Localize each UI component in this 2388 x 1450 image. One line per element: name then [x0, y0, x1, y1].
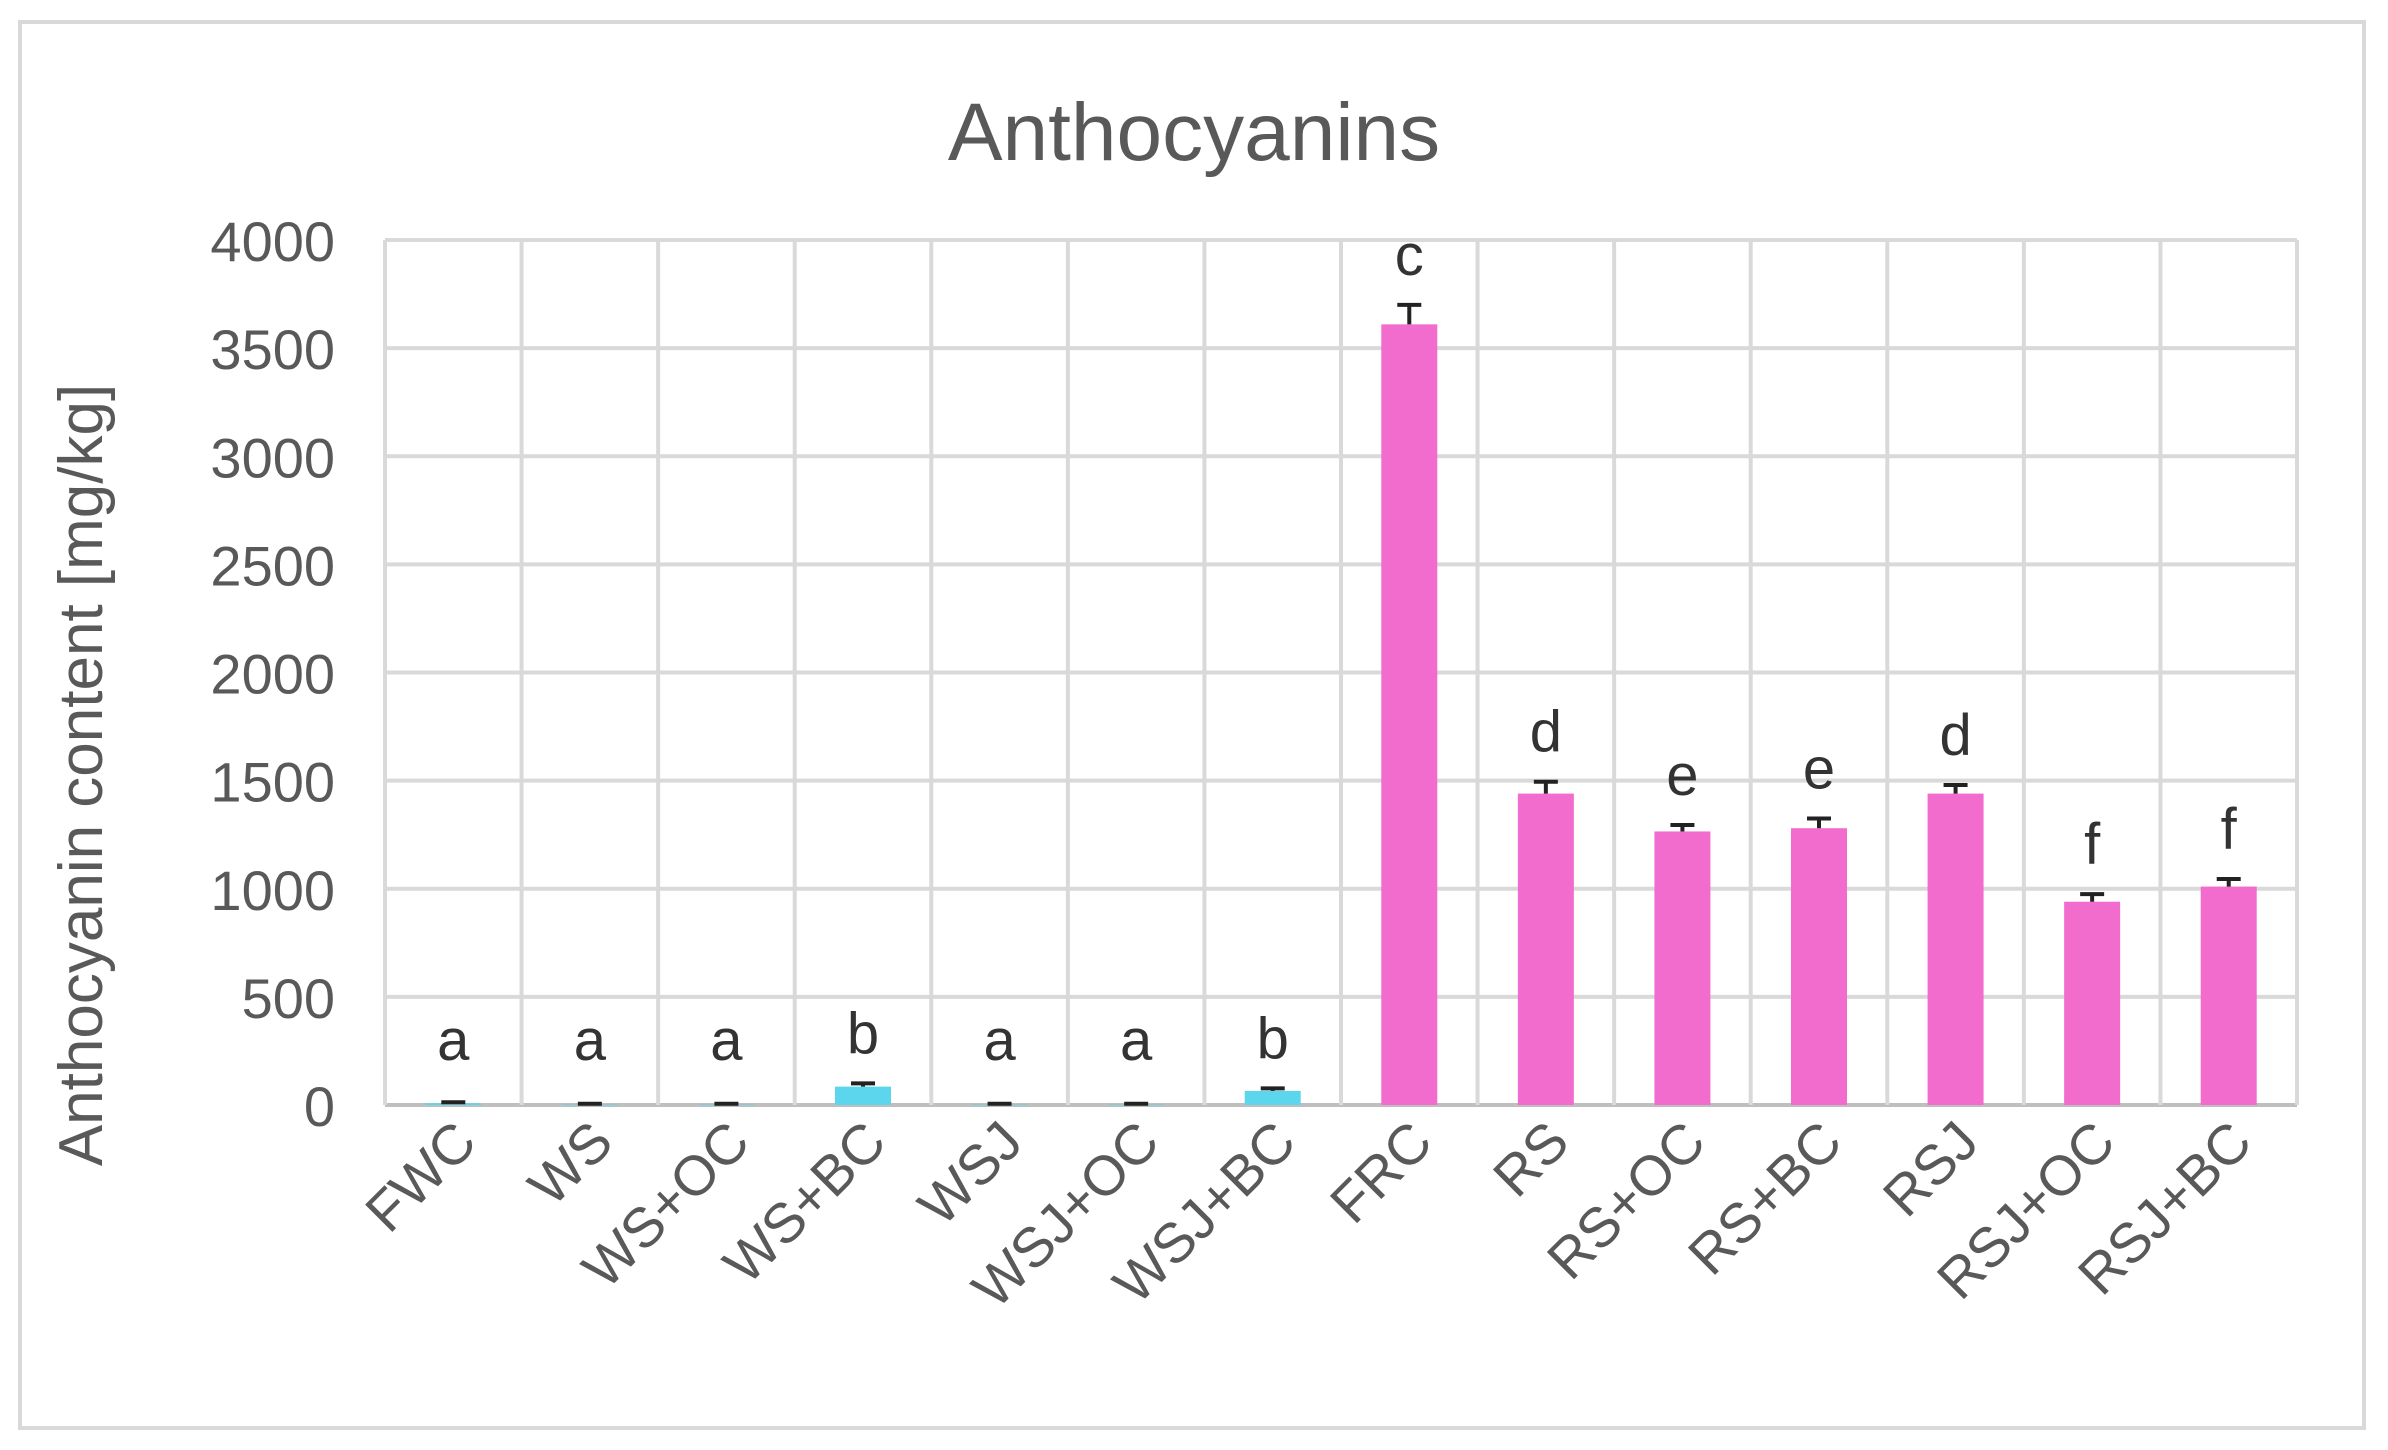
significance-letter: e: [1666, 743, 1698, 808]
y-tick-label: 3000: [210, 426, 335, 489]
significance-letter: f: [2221, 797, 2238, 862]
x-tick-label: RS+BC: [1676, 1109, 1854, 1287]
x-tick-label: WS: [516, 1109, 624, 1217]
x-tick-label: FRC: [1318, 1109, 1444, 1235]
significance-letter: a: [983, 1008, 1016, 1073]
significance-letter: a: [710, 1008, 743, 1073]
y-tick-label: 500: [242, 967, 335, 1030]
significance-letter: a: [1120, 1008, 1153, 1073]
bar: [1654, 831, 1711, 1105]
y-tick-label: 0: [304, 1075, 335, 1138]
significance-letter: b: [847, 1001, 879, 1066]
x-tick-label: WSJ: [906, 1109, 1034, 1237]
bar: [1517, 793, 1574, 1105]
bar: [835, 1086, 891, 1105]
y-axis-label: Anthocyanin content [mg/kg]: [47, 384, 116, 1166]
significance-letter: a: [437, 1008, 470, 1073]
y-tick-labels: 0 500 1000 1500 2000 2500 3000 3500 4000: [210, 210, 335, 1138]
y-tick-label: 3500: [210, 318, 335, 381]
error-bars: [441, 302, 2241, 1106]
bar: [1381, 324, 1438, 1105]
significance-letter: b: [1257, 1006, 1289, 1071]
significance-letter: d: [1530, 700, 1562, 765]
significance-letter: c: [1395, 223, 1424, 288]
y-tick-label: 1500: [210, 751, 335, 814]
significance-letter: d: [1939, 703, 1971, 768]
bar: [1244, 1090, 1301, 1105]
bars: [425, 324, 2257, 1105]
significance-letters: a a a b a a b c d e e d f f: [437, 223, 2237, 1073]
chart-frame: [18, 20, 2366, 1430]
y-tick-label: 1000: [210, 859, 335, 922]
significance-letter: f: [2084, 812, 2101, 877]
significance-letter: a: [574, 1008, 607, 1073]
y-tick-label: 4000: [210, 210, 335, 273]
bar: [2200, 886, 2257, 1105]
bar: [2064, 901, 2121, 1105]
x-tick-label: FWC: [353, 1109, 488, 1244]
significance-letter: e: [1803, 736, 1835, 801]
bar: [1927, 793, 1984, 1105]
gridlines: [383, 238, 2299, 1107]
chart-title: Anthocyanins: [948, 87, 1440, 178]
y-tick-label: 2500: [210, 534, 335, 597]
x-tick-label: RSJ: [1871, 1109, 1990, 1228]
y-tick-label: 2000: [210, 643, 335, 706]
x-tick-label: RS: [1481, 1109, 1581, 1209]
bar: [1791, 828, 1847, 1105]
